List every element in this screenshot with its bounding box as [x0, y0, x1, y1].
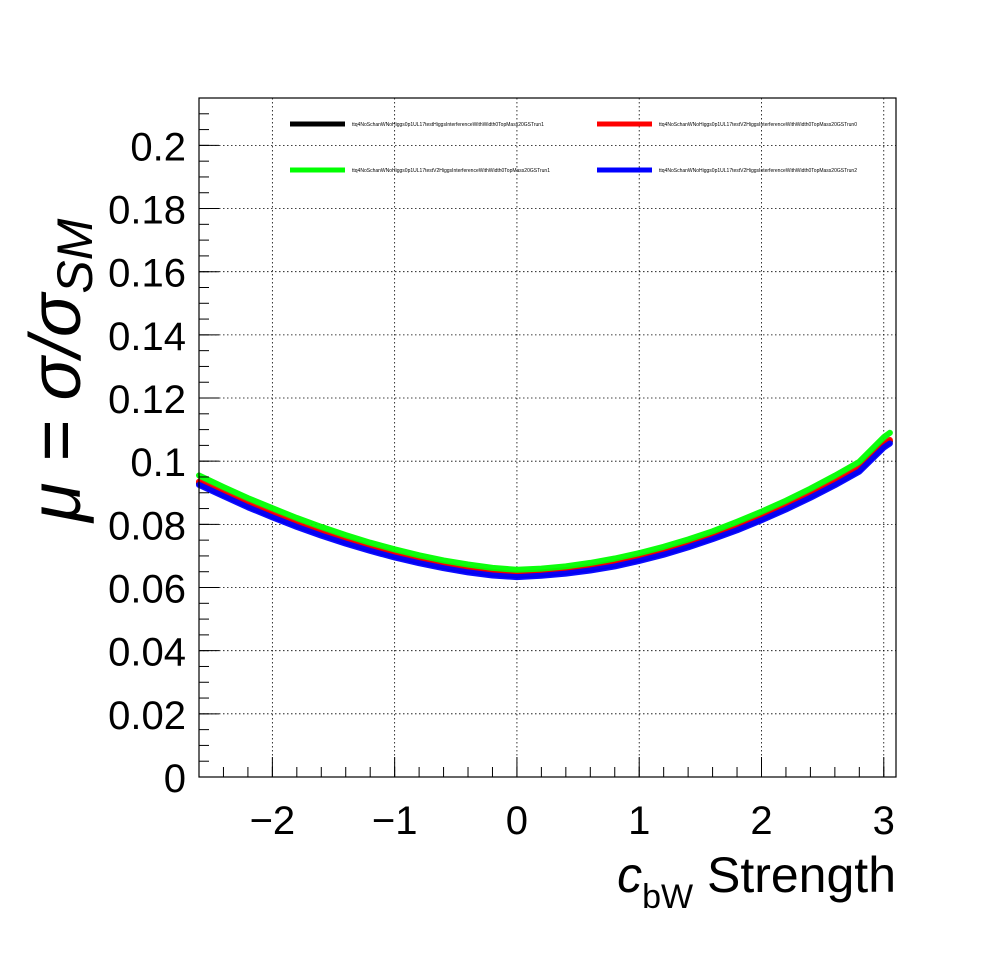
y-tick-label: 0.06: [108, 568, 186, 612]
y-tick-label: 0.14: [108, 315, 186, 359]
legend-label: ttq4NoSchanWNoHiggs0p1UL17testHiggsInter…: [352, 122, 544, 128]
series-line: [196, 437, 893, 577]
y-tick-label: 0.2: [130, 125, 186, 169]
y-tick-label: 0.16: [108, 252, 186, 296]
x-tick-label: −1: [372, 799, 418, 843]
x-tick-label: 0: [506, 799, 528, 843]
legend-label: ttq4NoSchanWNoHiggs0p1UL17testV2HiggsInt…: [659, 168, 857, 174]
y-tick-label: 0.18: [108, 189, 186, 233]
y-tick-label: 0: [164, 757, 186, 801]
legend-label: ttq4NoSchanWNoHiggs0p1UL17testV2HiggsInt…: [352, 168, 550, 174]
y-tick-label: 0.1: [130, 441, 186, 485]
legend-label: ttq4NoSchanWNoHiggs0p1UL17testV2HiggsInt…: [659, 122, 857, 128]
series-layer: [196, 429, 893, 581]
x-axis-suffix: Strength: [693, 847, 896, 903]
x-axis-subscript: bW: [642, 878, 693, 916]
y-tick-label: 0.12: [108, 378, 186, 422]
y-axis-prefix: μ = σ/σ: [16, 291, 96, 524]
x-tick-label: 3: [873, 799, 895, 843]
x-tick-label: 2: [750, 799, 772, 843]
y-axis-title: μ = σ/σSM: [16, 218, 103, 524]
series-line: [196, 440, 893, 581]
x-tick-label: 1: [628, 799, 650, 843]
series-line: [196, 429, 893, 573]
y-tick-label: 0.04: [108, 631, 186, 675]
plot-frame: [198, 97, 897, 778]
legend: ttq4NoSchanWNoHiggs0p1UL17testHiggsInter…: [290, 121, 857, 174]
x-axis-title: cbW Strength: [617, 847, 896, 916]
axis-ticks: [198, 97, 885, 778]
y-axis-subscript: SM: [47, 218, 103, 293]
x-tick-labels: −2 −1 0 1 2 3: [250, 799, 895, 843]
x-axis-symbol: c: [617, 847, 642, 903]
x-tick-label: −2: [250, 799, 296, 843]
y-tick-label: 0.02: [108, 694, 186, 738]
y-tick-label: 0.08: [108, 504, 186, 548]
y-tick-labels: 0 0.02 0.04 0.06 0.08 0.1 0.12 0.14 0.16 0.18 0.2: [108, 125, 186, 801]
